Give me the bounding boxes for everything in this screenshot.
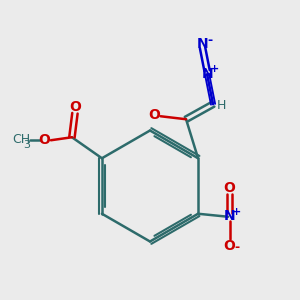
Text: 3: 3 <box>23 140 30 150</box>
Text: O: O <box>38 133 50 147</box>
Text: N: N <box>201 67 213 81</box>
Text: N: N <box>197 37 208 51</box>
Text: O: O <box>224 181 236 195</box>
Text: +: + <box>232 207 241 217</box>
Text: H: H <box>217 99 226 112</box>
Text: -: - <box>235 241 240 254</box>
Text: N: N <box>224 209 236 224</box>
Text: O: O <box>148 108 160 122</box>
Text: CH: CH <box>13 133 31 146</box>
Text: O: O <box>224 239 236 253</box>
Text: -: - <box>208 34 213 47</box>
Text: +: + <box>210 64 219 74</box>
Text: O: O <box>69 100 81 114</box>
